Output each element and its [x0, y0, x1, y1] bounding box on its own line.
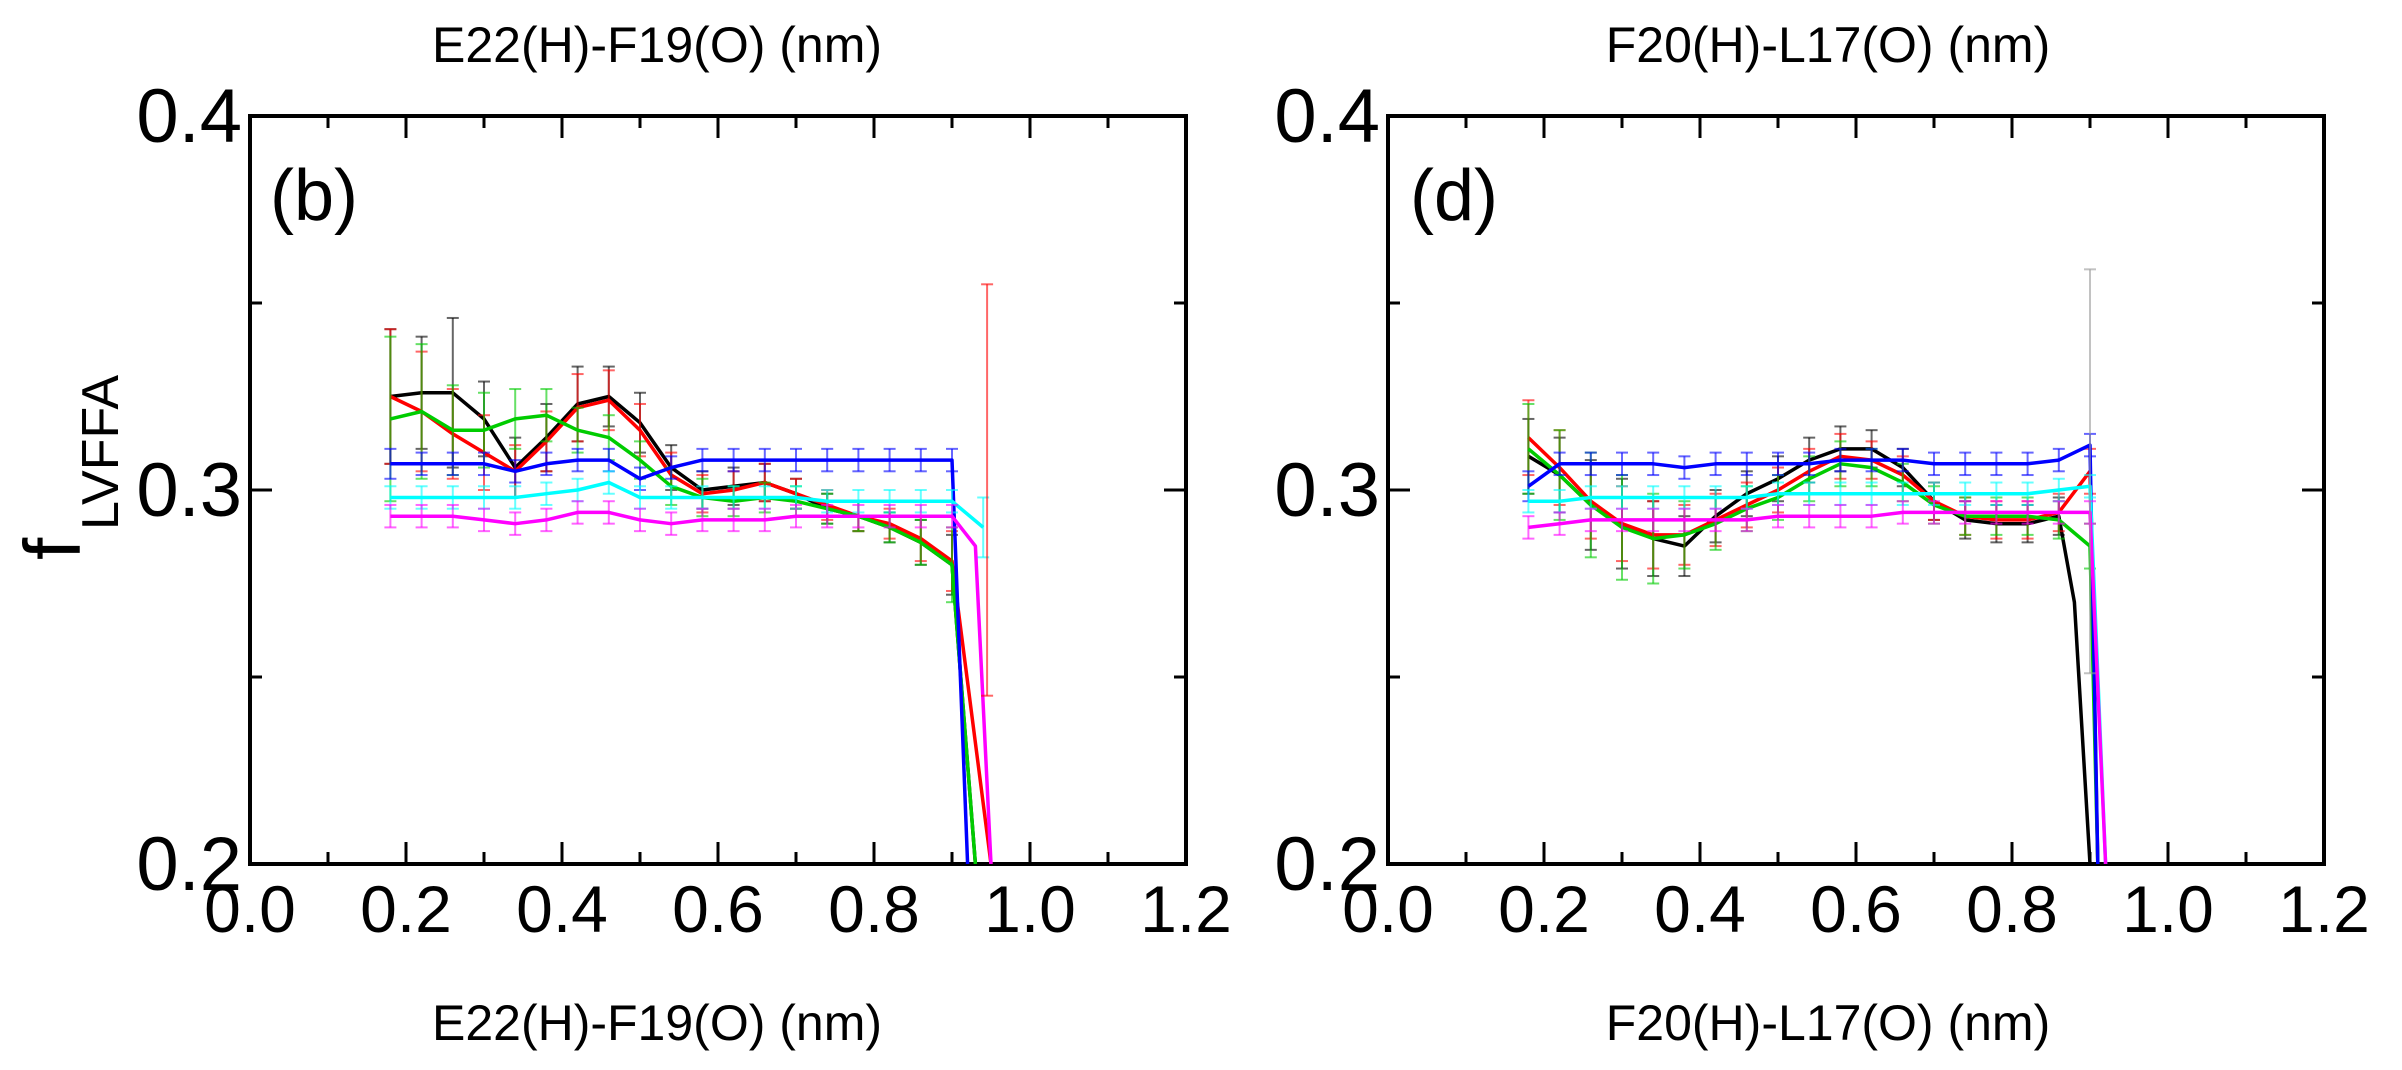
panel-d-x-tick-label: 0.2: [1498, 872, 1590, 946]
y-axis-label-main: f: [8, 537, 97, 560]
panel-d-x-tick-label: 0.6: [1810, 872, 1902, 946]
panel-b-top-label: E22(H)-F19(O) (nm): [432, 17, 882, 73]
series-line-red: [1527, 436, 2100, 864]
series-blue: [384, 447, 970, 864]
series-green: [384, 335, 978, 864]
series-line-green: [1527, 447, 2100, 864]
panel-b: E22(H)-F19(O) (nm) (b) 0.0 0.2 0.4 0.6 0.8 1.…: [136, 17, 1232, 1051]
panel-b-x-tick-label: 0.0: [204, 872, 296, 946]
panel-b-label: (b): [270, 156, 358, 236]
series-red: [384, 328, 993, 864]
series-line-cyan: [390, 480, 985, 529]
panel-d-label: (d): [1410, 156, 1498, 236]
y-axis-label: f LVFFA: [8, 375, 130, 560]
panel-b-x-tick-label: 1.2: [1140, 872, 1232, 946]
series-line-magenta: [390, 510, 993, 864]
panel-d-y-tick-label: 0.4: [1274, 74, 1380, 159]
series-magenta: [1522, 500, 2108, 864]
panel-d-series-group: [1522, 268, 2108, 864]
panel-d-top-label: F20(H)-L17(O) (nm): [1606, 17, 2050, 73]
panel-b-ticks: [248, 114, 1188, 866]
series-magenta: [384, 500, 993, 864]
panel-b-y-tick-label: 0.3: [136, 448, 242, 533]
panel-b-x-tick-label: 0.6: [672, 872, 764, 946]
panel-d-x-tick-label: 1.0: [2122, 872, 2214, 946]
panel-d-plot: 0.0 0.2 0.4 0.6 0.8 1.0 1.20.20.30.4: [1274, 74, 2370, 946]
panel-d-x-tick-label: 0.0: [1342, 872, 1434, 946]
series-black: [384, 316, 978, 864]
panel-b-y-tick-label: 0.4: [136, 74, 242, 159]
panel-b-x-tick-label: 0.4: [516, 872, 608, 946]
y-axis-label-subscript: LVFFA: [72, 375, 130, 530]
panel-d: F20(H)-L17(O) (nm) (d) 0.0 0.2 0.4 0.6 0.8 1.…: [1274, 17, 2370, 1051]
panel-d-ticks: [1386, 114, 2326, 866]
panel-d-x-axis-label: F20(H)-L17(O) (nm): [1606, 995, 2050, 1051]
panel-b-y-tick-label: 0.2: [136, 822, 242, 907]
panel-b-x-tick-label: 0.2: [360, 872, 452, 946]
series-cyan: [1522, 474, 2108, 864]
series-line-red: [389, 394, 993, 864]
series-line-blue: [390, 458, 970, 864]
panel-d-y-tick-label: 0.3: [1274, 448, 1380, 533]
series-line-cyan: [1528, 484, 2108, 864]
panel-d-x-tick-label: 0.4: [1654, 872, 1746, 946]
panel-b-series-group: [384, 283, 994, 864]
panel-d-x-tick-label: 0.8: [1966, 872, 2058, 946]
series-line-green: [389, 409, 978, 864]
panel-b-plot: 0.0 0.2 0.4 0.6 0.8 1.0 1.20.20.30.4: [136, 74, 1232, 946]
panel-b-x-tick-label: 0.8: [828, 872, 920, 946]
series-line-blue: [1527, 443, 2100, 864]
panel-d-y-tick-label: 0.2: [1274, 822, 1380, 907]
series-line-magenta: [1528, 510, 2108, 864]
series-black: [1522, 417, 2092, 864]
panel-b-x-tick-label: 1.0: [984, 872, 1076, 946]
panel-d-x-tick-label: 1.2: [2278, 872, 2370, 946]
panel-b-x-axis-label: E22(H)-F19(O) (nm): [432, 995, 882, 1051]
